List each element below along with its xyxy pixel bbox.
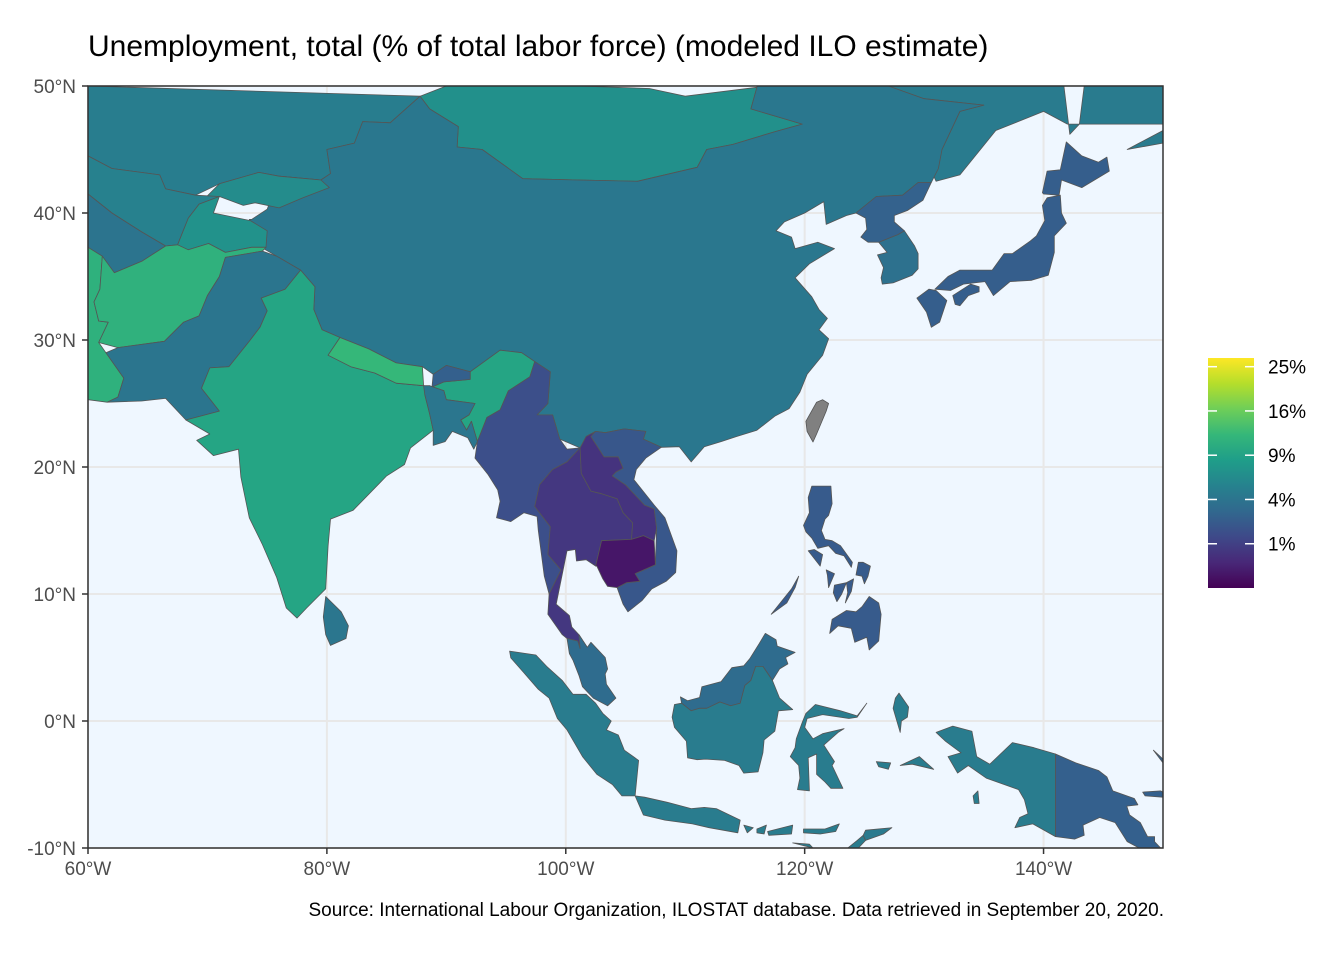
country-cambodia (595, 535, 656, 588)
y-tick-label: 20°N (34, 458, 76, 479)
country-japan (916, 141, 1110, 328)
x-tick-label: 100°W (537, 859, 594, 880)
legend-label: 4% (1268, 490, 1296, 511)
country-taiwan (805, 399, 829, 443)
country-sri-lanka (322, 596, 349, 646)
country-north-korea (855, 182, 932, 243)
y-tick-label: 50°N (34, 77, 76, 98)
legend-label: 25% (1268, 358, 1306, 379)
country-timor-leste (862, 827, 893, 841)
legend-label: 1% (1268, 535, 1296, 556)
country-papua-new-guinea (1055, 749, 1163, 848)
chart-title: Unemployment, total (% of total labor fo… (88, 30, 989, 63)
country-kyrgyzstan (198, 172, 330, 209)
x-tick-label: 120°W (776, 859, 833, 880)
legend-label: 16% (1268, 402, 1306, 423)
y-tick-label: 40°N (34, 204, 76, 225)
legend-label: 9% (1268, 446, 1296, 467)
y-tick-label: 30°N (34, 331, 76, 352)
country-vietnam (590, 428, 678, 613)
y-tick-label: 10°N (34, 585, 76, 606)
country-south-korea (877, 230, 919, 285)
y-tick-label: 0°N (44, 712, 76, 733)
country-philippines (770, 485, 882, 651)
country-myanmar (474, 361, 581, 595)
y-tick-label: -10°N (27, 839, 76, 860)
x-tick-label: 140°W (1015, 859, 1072, 880)
countries-layer (88, 86, 1163, 848)
legend: 25% 16% 9% 4% 1% (1208, 358, 1306, 588)
legend-colorbar (1208, 358, 1254, 588)
x-tick-label: 80°W (304, 859, 351, 880)
country-nepal (327, 337, 424, 387)
source-caption: Source: International Labour Organizatio… (308, 900, 1164, 921)
x-tick-label: 60°W (65, 859, 112, 880)
